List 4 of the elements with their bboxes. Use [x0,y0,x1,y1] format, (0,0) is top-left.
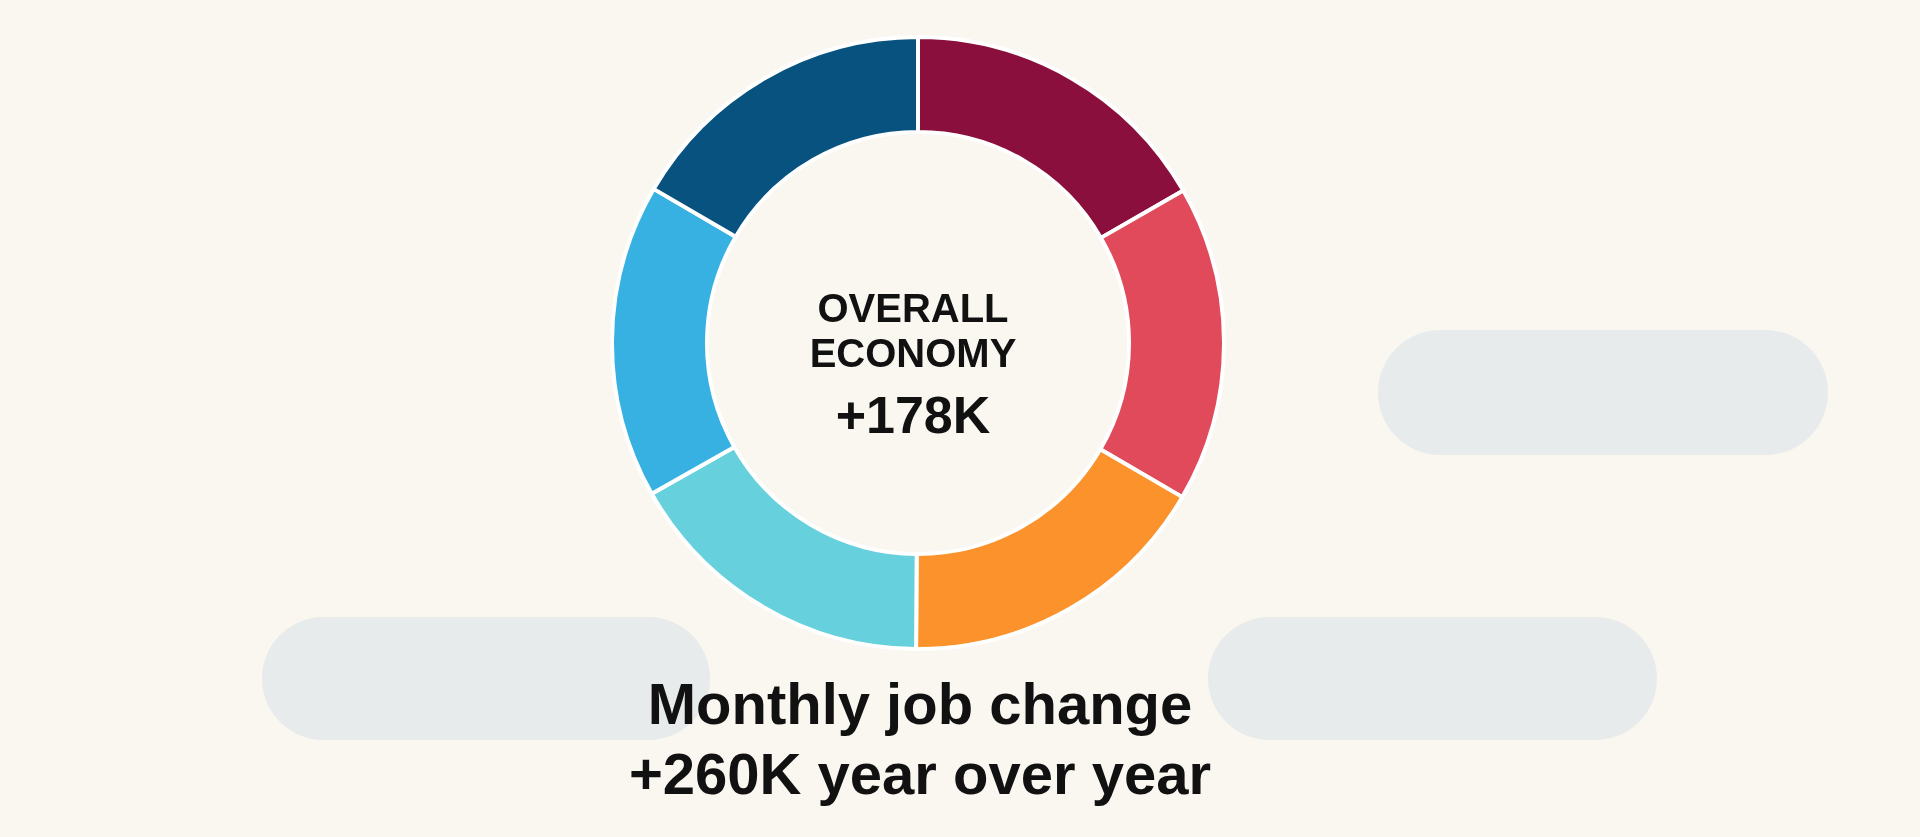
text: OVERALL ECONOMY [808,286,1018,376]
text: Monthly job change [646,670,1194,737]
text: +260K year over year [627,740,1213,807]
text: +178K [834,385,992,445]
